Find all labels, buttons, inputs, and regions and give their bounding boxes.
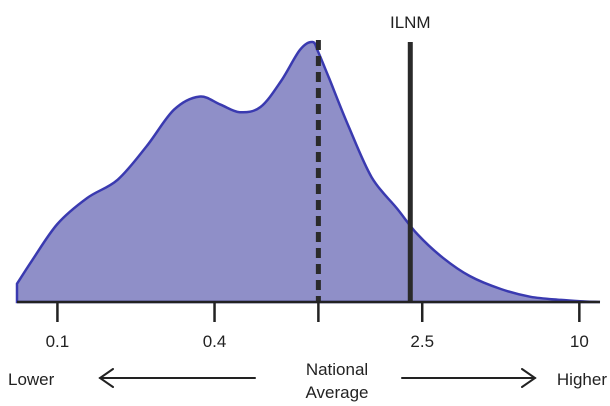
annotation-lower: Lower: [8, 370, 55, 389]
arrow-lower: [98, 368, 256, 388]
annotation-average: Average: [305, 383, 368, 402]
annotation-higher: Higher: [557, 370, 607, 389]
x-axis-ticks: 0.1 0.4 2.5 10: [46, 302, 589, 351]
ilnm-label: ILNM: [390, 13, 431, 32]
reference-lines: ILNM: [315, 13, 431, 302]
density-area: [15, 40, 601, 304]
x-tick-label: 0.1: [46, 332, 70, 351]
x-tick-label: 0.4: [203, 332, 227, 351]
x-tick-label: 2.5: [410, 332, 434, 351]
x-tick-label: 10: [570, 332, 589, 351]
annotation-national: National: [306, 360, 368, 379]
arrow-higher: [401, 368, 537, 388]
